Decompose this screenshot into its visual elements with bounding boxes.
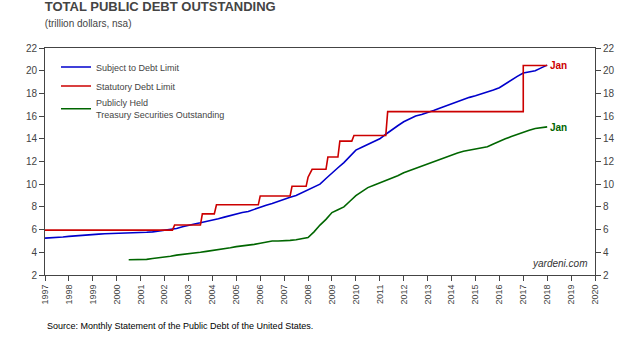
svg-text:1999: 1999: [88, 285, 98, 305]
svg-text:2007: 2007: [279, 285, 289, 305]
svg-text:Jan: Jan: [550, 122, 567, 133]
svg-text:1998: 1998: [64, 285, 74, 305]
svg-text:2016: 2016: [494, 285, 504, 305]
svg-text:2010: 2010: [351, 285, 361, 305]
svg-text:16: 16: [26, 111, 38, 122]
svg-text:6: 6: [603, 224, 609, 235]
svg-text:12: 12: [26, 156, 38, 167]
svg-text:10: 10: [26, 179, 38, 190]
svg-text:2020: 2020: [590, 285, 600, 305]
svg-text:2: 2: [603, 270, 609, 281]
svg-text:2011: 2011: [375, 285, 385, 304]
svg-text:TOTAL PUBLIC DEBT OUTSTANDING(: TOTAL PUBLIC DEBT OUTSTANDING(trillion d…: [45, 0, 276, 29]
svg-text:8: 8: [31, 201, 37, 212]
svg-text:2006: 2006: [255, 285, 265, 305]
svg-text:2013: 2013: [423, 285, 433, 305]
svg-text:2009: 2009: [327, 285, 337, 305]
svg-text:2004: 2004: [207, 285, 217, 305]
svg-text:4: 4: [31, 247, 37, 258]
svg-text:8: 8: [603, 201, 609, 212]
svg-text:Source: Monthly Statement of t: Source: Monthly Statement of the Public …: [47, 321, 313, 331]
svg-text:14: 14: [603, 133, 615, 144]
svg-text:2018: 2018: [542, 285, 552, 305]
svg-text:4: 4: [603, 247, 609, 258]
svg-text:2: 2: [31, 270, 37, 281]
svg-text:22: 22: [26, 43, 38, 54]
svg-text:2012: 2012: [399, 285, 409, 305]
svg-text:2001: 2001: [136, 285, 146, 305]
svg-text:12: 12: [603, 156, 615, 167]
svg-text:2015: 2015: [470, 285, 480, 305]
svg-text:20: 20: [26, 65, 38, 76]
svg-text:yardeni.com: yardeni.com: [532, 258, 587, 269]
svg-text:2017: 2017: [518, 285, 528, 305]
svg-text:2008: 2008: [303, 285, 313, 305]
svg-text:14: 14: [26, 133, 38, 144]
svg-text:20: 20: [603, 65, 615, 76]
svg-text:Subject to Debt Limit: Subject to Debt Limit: [96, 63, 180, 73]
svg-text:Statutory Debt Limit: Statutory Debt Limit: [96, 82, 176, 92]
svg-text:2002: 2002: [159, 285, 169, 305]
svg-text:6: 6: [31, 224, 37, 235]
svg-text:16: 16: [603, 111, 615, 122]
svg-text:10: 10: [603, 179, 615, 190]
svg-text:2003: 2003: [183, 285, 193, 305]
svg-text:1997: 1997: [40, 285, 50, 305]
svg-text:2000: 2000: [112, 285, 122, 305]
svg-text:22: 22: [603, 43, 615, 54]
svg-text:Jan: Jan: [550, 60, 567, 71]
svg-text:18: 18: [26, 88, 38, 99]
svg-text:2014: 2014: [446, 285, 456, 305]
svg-text:Publicly HeldTreasury Securiti: Publicly HeldTreasury Securities Outstan…: [96, 98, 224, 120]
svg-text:18: 18: [603, 88, 615, 99]
svg-text:2005: 2005: [231, 285, 241, 305]
svg-text:2019: 2019: [566, 285, 576, 305]
